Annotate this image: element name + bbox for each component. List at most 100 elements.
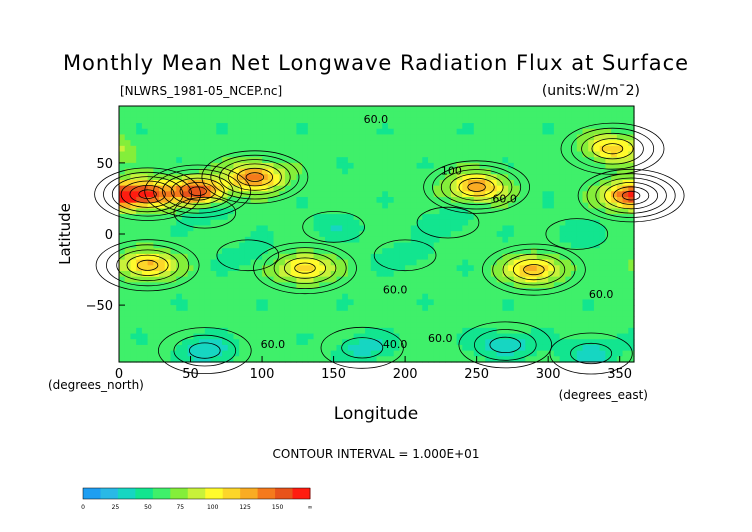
heatmap-cell [622, 168, 629, 175]
heatmap-cell [176, 299, 183, 306]
heatmap-cell [181, 219, 189, 227]
heatmap-cell [496, 134, 503, 141]
heatmap-cell [359, 253, 366, 261]
heatmap-cell [519, 259, 526, 266]
heatmap-cell [233, 111, 240, 118]
heatmap-cell [479, 242, 486, 249]
heatmap-cell [204, 350, 212, 357]
heatmap-cell [593, 128, 601, 136]
contour-line [236, 167, 273, 187]
heatmap-cell [307, 253, 315, 261]
heatmap-cell [342, 202, 349, 209]
heatmap-cell [405, 117, 412, 124]
heatmap-cell [244, 333, 252, 340]
heatmap-cell [313, 259, 320, 266]
heatmap-cell [365, 225, 372, 232]
heatmap-cell [456, 299, 463, 306]
heatmap-cell [531, 151, 538, 158]
heatmap-cell [548, 214, 555, 221]
heatmap-cell [176, 265, 183, 272]
heatmap-cell [422, 310, 429, 318]
heatmap-cell [239, 310, 246, 318]
heatmap-cell [496, 225, 503, 232]
heatmap-cell [496, 174, 503, 181]
heatmap-cell [353, 282, 360, 289]
heatmap-cell [416, 128, 423, 136]
heatmap-cell [227, 242, 235, 249]
heatmap-cell [490, 123, 498, 130]
heatmap-cell [485, 322, 492, 329]
heatmap-cell [176, 225, 183, 232]
heatmap-cell [164, 339, 172, 346]
heatmap-cell [376, 322, 383, 329]
heatmap-cell [531, 293, 538, 301]
heatmap-cell [439, 106, 446, 113]
colorbar-tick-label: 125 [239, 504, 251, 511]
heatmap-cell [479, 327, 486, 335]
heatmap-cell [611, 356, 618, 363]
heatmap-cell [473, 111, 481, 118]
x-tick-label: 0 [115, 367, 123, 382]
heatmap-cell [536, 293, 544, 301]
heatmap-cell [204, 174, 212, 181]
heatmap-cell [468, 242, 475, 249]
heatmap-cell [508, 134, 515, 141]
heatmap-cell [119, 123, 126, 130]
heatmap-cell [496, 265, 503, 272]
heatmap-cell [290, 219, 297, 227]
heatmap-cell [428, 202, 435, 209]
heatmap-cell [588, 293, 595, 301]
heatmap-cell [325, 322, 332, 329]
heatmap-cell [319, 214, 326, 221]
heatmap-cell [342, 327, 349, 335]
heatmap-cell [548, 282, 555, 289]
heatmap-cell [267, 236, 275, 244]
heatmap-cell [290, 299, 297, 306]
heatmap-cell [250, 316, 257, 323]
heatmap-cell [410, 106, 418, 113]
heatmap-cell [490, 197, 498, 204]
heatmap-cell [571, 202, 578, 209]
heatmap-cell [313, 316, 320, 323]
heatmap-cell [376, 168, 383, 175]
heatmap-cell [531, 344, 538, 352]
heatmap-cell [319, 236, 326, 244]
heatmap-cell [244, 162, 252, 170]
heatmap-cell [359, 276, 366, 283]
heatmap-cell [611, 276, 618, 283]
heatmap-cell [502, 293, 509, 301]
heatmap-cell [273, 316, 280, 323]
heatmap-cell [456, 322, 463, 329]
heatmap-cell [353, 151, 360, 158]
heatmap-cell [336, 225, 343, 232]
heatmap-cell [250, 168, 257, 175]
heatmap-cell [628, 276, 635, 283]
heatmap-cell [628, 162, 635, 170]
heatmap-cell [490, 333, 498, 340]
heatmap-cell [485, 259, 492, 266]
heatmap-cell [485, 327, 492, 335]
heatmap-cell [439, 305, 446, 312]
heatmap-cell [181, 174, 189, 181]
contour-line [95, 239, 200, 292]
heatmap-cell [119, 151, 126, 158]
heatmap-cell [193, 259, 200, 266]
heatmap-cell [353, 106, 360, 113]
contour-line [136, 259, 159, 271]
heatmap-cell [548, 310, 555, 318]
heatmap-cell [365, 305, 372, 312]
heatmap-cell [370, 162, 378, 170]
heatmap-cell [553, 208, 561, 215]
heatmap-cell [187, 168, 194, 175]
heatmap-cell [593, 117, 601, 124]
heatmap-cell [176, 174, 183, 181]
heatmap-cell [181, 151, 189, 158]
heatmap-cell [130, 350, 137, 357]
heatmap-cell [553, 117, 561, 124]
heatmap-cell [376, 259, 383, 266]
heatmap-cell [273, 259, 280, 266]
heatmap-cell [416, 191, 423, 198]
heatmap-cell [382, 162, 389, 170]
heatmap-cell [565, 231, 572, 238]
heatmap-cell [548, 134, 555, 141]
